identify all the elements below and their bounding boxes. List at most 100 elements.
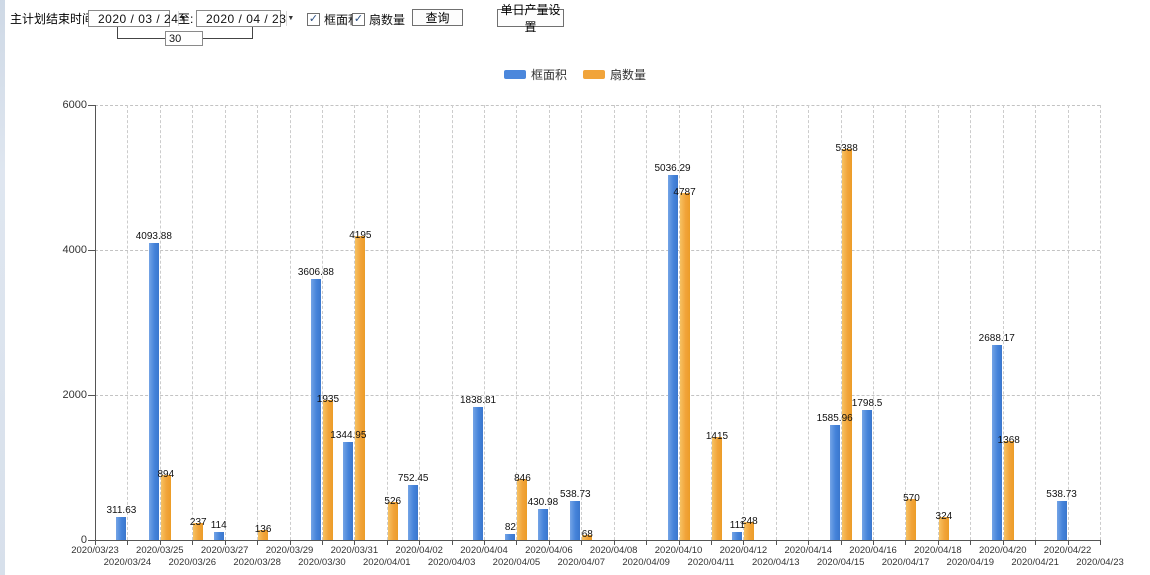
connector-line (117, 38, 165, 39)
x-tick-label: 2020/03/26 (168, 557, 217, 568)
x-gridline (1100, 105, 1101, 540)
x-axis-tick (710, 541, 712, 545)
bar-value-label: 3606.88 (297, 266, 334, 278)
bar-fan-count (355, 235, 366, 540)
bar-fan-count (1003, 440, 1014, 540)
y-gridline (95, 395, 1100, 396)
x-tick-label: 2020/03/30 (298, 557, 346, 568)
x-gridline (1067, 105, 1069, 540)
x-gridline (516, 105, 518, 540)
y-axis-line (95, 105, 96, 540)
x-tick-label: 2020/04/11 (687, 557, 735, 568)
bar-value-label: 538.73 (559, 488, 591, 500)
x-axis-tick (321, 541, 323, 545)
x-tick-label: 2020/03/31 (330, 545, 379, 556)
bar-value-label: 4093.88 (135, 231, 172, 243)
bar-value-label: 1368 (997, 434, 1020, 446)
x-tick-label: 2020/04/15 (816, 557, 865, 568)
bar-frame-area (408, 485, 419, 540)
x-axis-tick (581, 541, 583, 545)
bar-fan-count (906, 498, 917, 540)
bar-fan-count (938, 516, 949, 540)
x-gridline (451, 105, 453, 540)
x-tick-label: 2020/04/10 (654, 545, 703, 556)
x-gridline (127, 105, 129, 540)
x-gridline (970, 105, 972, 540)
legend-label: 框面积 (530, 68, 567, 82)
x-axis-tick (484, 541, 486, 545)
interval-days-input[interactable]: 30 (165, 31, 203, 46)
plan-end-time-label: 主计划结束时间: (10, 12, 98, 26)
x-tick-label: 2020/04/05 (492, 557, 541, 568)
bar-frame-area (537, 508, 548, 540)
checkbox-frame-area[interactable]: ✓ 框面积 (307, 11, 360, 28)
x-tick-label: 2020/04/08 (589, 545, 638, 556)
bar-value-label: 2688.17 (978, 333, 1015, 345)
date-to-picker[interactable]: 2020 / 04 / 23 ▼ (196, 10, 294, 27)
x-axis-line (95, 540, 1101, 541)
x-gridline (548, 105, 550, 540)
bar-fan-count (322, 399, 333, 540)
x-tick-label: 2020/03/24 (103, 557, 152, 568)
x-gridline (419, 105, 421, 540)
x-tick-label: 2020/04/20 (978, 545, 1027, 556)
x-gridline (354, 105, 356, 540)
chevron-down-icon[interactable]: ▼ (286, 11, 294, 26)
bar-value-label: 1798.5 (851, 397, 883, 409)
bar-value-label: 237 (189, 516, 207, 528)
y-gridline (95, 250, 1100, 251)
x-axis-tick (808, 541, 810, 545)
y-axis-tick (88, 250, 95, 251)
bar-frame-area (991, 345, 1002, 540)
x-gridline (743, 105, 745, 540)
query-button[interactable]: 查询 (412, 9, 463, 26)
x-axis-tick (775, 541, 777, 545)
checkbox-fan-count[interactable]: ✓ 扇数量 (352, 11, 405, 28)
bar-frame-area (310, 278, 321, 540)
x-gridline (484, 105, 486, 540)
date-to-value: 2020 / 04 / 23 (206, 11, 287, 26)
connector-line (203, 38, 252, 39)
x-tick-label: 2020/04/23 (1076, 557, 1124, 568)
x-axis-tick (548, 541, 550, 545)
legend-item-fan-count[interactable]: 扇数量 (583, 66, 646, 83)
bar-value-label: 1838.81 (459, 394, 497, 406)
checkbox-fan-count-label: 扇数量 (369, 13, 406, 27)
x-axis-tick (1002, 541, 1004, 545)
x-gridline (775, 105, 777, 540)
bar-value-label: 1344.95 (330, 430, 367, 442)
bar-value-label: 111 (729, 519, 745, 531)
x-gridline (1035, 105, 1037, 540)
x-gridline (840, 105, 842, 540)
chevron-down-icon[interactable]: ▼ (178, 11, 186, 26)
x-tick-label: 2020/04/21 (1011, 557, 1059, 568)
bar-value-label: 4787 (673, 186, 696, 198)
bar-frame-area (862, 409, 873, 540)
bar-value-label: 324 (935, 510, 953, 522)
window-edge-strip (0, 0, 5, 575)
bar-frame-area (667, 174, 678, 540)
date-from-picker[interactable]: 2020 / 03 / 24 ▼ (88, 10, 186, 27)
bar-value-label: 570 (903, 492, 920, 504)
x-tick-label: 2020/03/23 (71, 545, 119, 556)
x-tick-label: 2020/04/19 (946, 557, 995, 568)
bar-fan-count (841, 149, 852, 540)
x-tick-label: 2020/04/06 (525, 545, 573, 556)
x-axis-tick (1100, 541, 1101, 545)
legend-swatch-blue (503, 70, 526, 79)
x-tick-label: 2020/04/07 (557, 557, 606, 568)
checkbox-check-icon: ✓ (352, 13, 365, 26)
x-tick-label: 2020/04/02 (395, 545, 443, 556)
x-axis-tick (646, 541, 648, 545)
legend-item-frame-area[interactable]: 框面积 (503, 66, 567, 83)
x-tick-label: 2020/03/25 (136, 545, 184, 556)
x-axis-tick (937, 541, 939, 545)
x-tick-label: 2020/04/04 (460, 545, 508, 556)
bar-value-label: 538.73 (1046, 488, 1077, 500)
x-tick-label: 2020/04/16 (849, 545, 897, 556)
x-axis-tick (1035, 541, 1037, 545)
x-gridline (873, 105, 875, 540)
y-axis-tick (88, 540, 95, 541)
bar-frame-area (1056, 500, 1067, 540)
bar-value-label: 248 (741, 516, 758, 528)
